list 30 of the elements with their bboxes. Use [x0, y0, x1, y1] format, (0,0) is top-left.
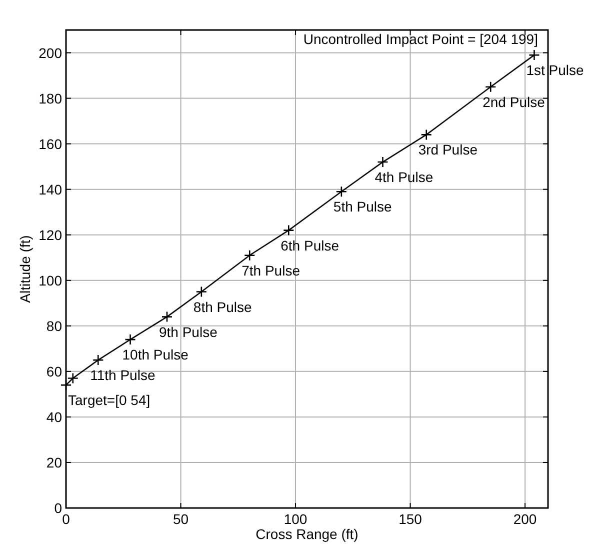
annotation: Target=[0 54] [68, 392, 150, 408]
y-tick-label: 120 [38, 226, 62, 243]
y-tick-label: 200 [38, 44, 62, 61]
y-tick-label: 100 [38, 272, 62, 288]
y-axis-title: Altitude (ft) [17, 235, 33, 303]
annotation: 8th Pulse [193, 298, 252, 315]
annotation: 11th Pulse [90, 367, 156, 384]
annotation: 5th Pulse [333, 198, 392, 215]
x-axis-title: Cross Range (ft) [256, 526, 358, 542]
y-tick-label: 0 [54, 500, 62, 516]
annotation: 1st Pulse [526, 62, 584, 78]
y-tick-label: 20 [46, 454, 62, 470]
annotation: 10th Pulse [122, 346, 189, 363]
y-tick-label: 160 [38, 136, 62, 152]
x-tick-label: 50 [172, 511, 189, 527]
y-tick-label: 180 [38, 90, 62, 106]
x-tick-label: 200 [513, 511, 537, 527]
x-tick-label: 150 [398, 511, 422, 527]
annotation: 3rd Pulse [418, 142, 478, 158]
annotation: Uncontrolled Impact Point = [204 199] [303, 31, 538, 47]
annotation: 7th Pulse [242, 262, 300, 278]
y-tick-label: 60 [46, 363, 62, 380]
annotation: 4th Pulse [374, 169, 434, 186]
y-tick-label: 40 [46, 408, 62, 425]
annotation: 2nd Pulse [482, 94, 546, 110]
y-tick-label: 80 [46, 318, 62, 334]
x-tick-label: 100 [284, 511, 308, 527]
y-tick-label: 140 [38, 181, 62, 198]
annotation: 6th Pulse [280, 237, 340, 254]
annotation: 9th Pulse [158, 324, 218, 340]
